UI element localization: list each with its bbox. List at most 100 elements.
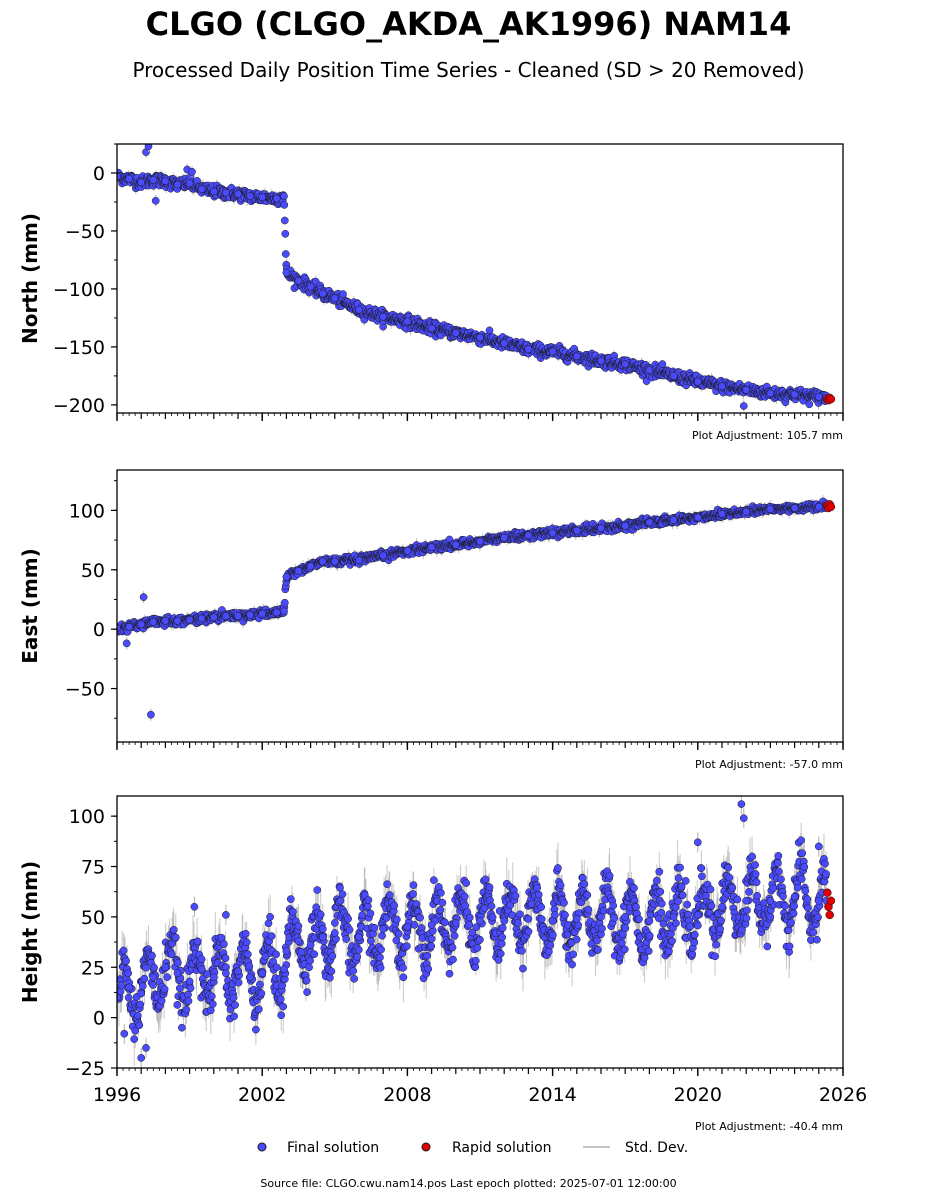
final-solution-point: [814, 502, 823, 511]
final-solution-point: [621, 521, 630, 530]
y-tick-label: −50: [65, 679, 105, 701]
final-solution-point: [306, 562, 315, 571]
final-solution-point: [572, 352, 581, 361]
final-solution-point: [766, 505, 775, 514]
y-axis-label: East (mm): [18, 548, 42, 664]
final-solution-outlier: [151, 196, 160, 205]
y-axis-label: North (mm): [18, 213, 42, 344]
y-tick-label: −50: [65, 221, 105, 243]
final-solution-point: [742, 507, 751, 516]
y-tick-label: −200: [53, 395, 105, 417]
chart-subtitle: Processed Daily Position Time Series - C…: [132, 58, 805, 82]
final-solution-point: [173, 180, 182, 189]
final-solution-point: [718, 510, 726, 518]
final-solution-point: [246, 611, 254, 619]
final-solution-point: [718, 382, 726, 391]
rapid-solution-point: [826, 394, 836, 404]
final-solution-point: [403, 546, 412, 555]
final-solution-point: [149, 618, 158, 626]
final-solution-point: [318, 557, 327, 566]
final-solution-outlier: [188, 167, 196, 176]
final-solution-point: [234, 190, 242, 198]
final-solution-point: [379, 312, 388, 321]
final-solution-point: [294, 276, 303, 285]
final-solution-point: [597, 356, 605, 365]
final-solution-point: [814, 392, 823, 401]
final-solution-point: [766, 389, 775, 398]
final-solution-point: [185, 179, 194, 188]
data-layer: [117, 144, 836, 412]
final-solution-point: [451, 540, 460, 549]
final-solution-point: [355, 556, 363, 565]
final-solution-point: [258, 193, 267, 202]
final-solution-point: [272, 194, 281, 203]
final-solution-point: [790, 390, 799, 399]
y-tick-label: 0: [93, 163, 105, 185]
final-solution-point: [476, 333, 484, 342]
final-solution-point: [149, 176, 158, 184]
final-solution-point: [209, 187, 218, 196]
final-solution-point: [197, 614, 206, 623]
final-solution-point: [222, 612, 230, 620]
plot-frame: [116, 143, 844, 414]
final-solution-point: [572, 526, 581, 535]
final-solution-point: [280, 201, 289, 209]
final-solution-point: [805, 400, 814, 409]
plot-adjustment-label: Plot Adjustment: 105.7 mm: [692, 429, 843, 442]
data-layer: [117, 494, 836, 721]
final-solution-point: [548, 347, 557, 356]
final-solution-outlier: [139, 593, 148, 601]
final-solution-point: [197, 185, 206, 194]
final-solution-point: [280, 216, 289, 225]
final-solution-point: [318, 289, 327, 298]
final-solution-point: [621, 360, 630, 369]
final-solution-point: [669, 372, 678, 380]
plot-adjustment-label: Plot Adjustment: -57.0 mm: [695, 758, 843, 771]
final-solution-point: [693, 513, 702, 522]
final-solution-point: [280, 192, 288, 201]
final-solution-point: [281, 229, 290, 238]
final-solution-point: [258, 609, 267, 618]
y-tick-label: 50: [81, 560, 105, 582]
panel-0: 0 −50 −100 −150 −200 North (mm) Plot Adjustmen…: [18, 143, 844, 442]
final-solution-point: [790, 504, 799, 512]
final-solution-point: [280, 598, 289, 607]
final-solution-point: [451, 329, 460, 337]
final-solution-point: [282, 268, 291, 277]
final-solution-point: [500, 339, 509, 348]
final-solution-point: [645, 518, 654, 527]
final-solution-point: [476, 537, 484, 546]
final-solution-point: [161, 177, 170, 185]
data-layer: [117, 796, 836, 1068]
final-solution-point: [246, 192, 254, 201]
final-solution-point: [272, 608, 281, 617]
final-solution-outlier: [122, 639, 131, 648]
final-solution-point: [597, 524, 605, 533]
final-solution-point: [294, 567, 303, 575]
final-solution-outlier: [739, 402, 748, 410]
y-tick-label: −150: [53, 337, 105, 359]
final-solution-point: [280, 607, 288, 616]
y-tick-label: 100: [69, 500, 105, 522]
final-solution-point: [500, 533, 509, 542]
final-solution-point: [185, 615, 194, 624]
final-solution-point: [137, 620, 146, 629]
final-solution-point: [173, 616, 182, 625]
final-solution-point: [669, 516, 678, 524]
final-solution-point: [427, 324, 436, 333]
final-solution-point: [693, 377, 702, 386]
final-solution-point: [125, 622, 133, 631]
final-solution-point: [485, 326, 494, 335]
final-solution-outlier: [144, 144, 153, 151]
final-solution-point: [306, 282, 315, 291]
final-solution-point: [209, 613, 218, 622]
rapid-solution-point: [826, 502, 836, 512]
y-tick-label: −100: [53, 279, 105, 301]
final-solution-point: [330, 294, 339, 303]
final-solution-point: [742, 385, 751, 394]
final-solution-point: [282, 573, 291, 581]
final-solution-point: [222, 188, 230, 197]
final-solution-point: [524, 531, 533, 540]
final-solution-outlier: [147, 710, 155, 719]
time-series-figure: 0 −50 −100 −150 −200 North (mm) Plot Adjustmen…: [18, 143, 867, 1156]
